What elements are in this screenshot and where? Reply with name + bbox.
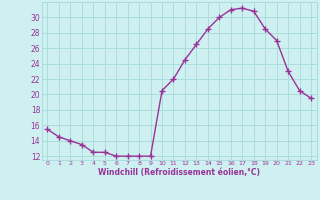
- X-axis label: Windchill (Refroidissement éolien,°C): Windchill (Refroidissement éolien,°C): [98, 168, 260, 177]
